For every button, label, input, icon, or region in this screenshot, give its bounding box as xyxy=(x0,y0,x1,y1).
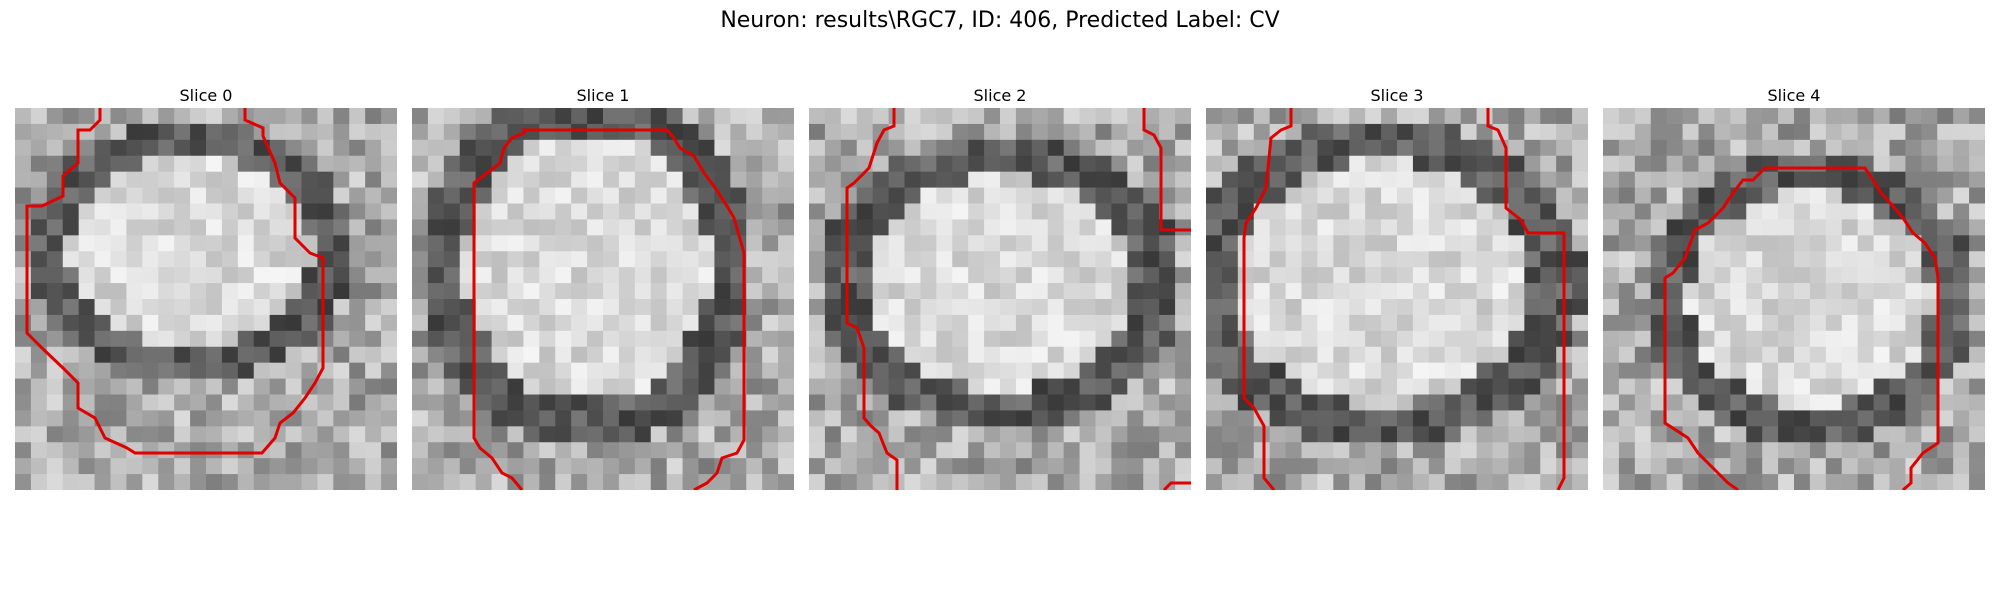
contour-2-corner xyxy=(1162,481,1191,490)
contour-4 xyxy=(1663,166,1940,490)
slice-panel-0: Slice 0 xyxy=(15,86,397,490)
slice-title-3: Slice 3 xyxy=(1370,86,1424,105)
contour-2-edge xyxy=(1142,108,1191,232)
grayscale-image-3 xyxy=(1206,108,1588,490)
slice-title-0: Slice 0 xyxy=(179,86,233,105)
contour-3-right xyxy=(1486,108,1566,490)
slice-image-0 xyxy=(15,108,397,490)
slice-image-4 xyxy=(1603,108,1985,490)
grayscale-image-1 xyxy=(412,108,794,490)
contour-0 xyxy=(25,108,325,455)
slice-panel-4: Slice 4 xyxy=(1603,86,1985,490)
slice-title-2: Slice 2 xyxy=(973,86,1027,105)
slice-panel-1: Slice 1 xyxy=(412,86,794,490)
slice-title-4: Slice 4 xyxy=(1767,86,1821,105)
contour-2 xyxy=(845,108,899,490)
grayscale-image-0 xyxy=(15,108,397,490)
slice-panel-2: Slice 2 xyxy=(809,86,1191,490)
contour-3 xyxy=(1242,108,1293,490)
slice-title-1: Slice 1 xyxy=(576,86,630,105)
grayscale-image-2 xyxy=(809,108,1191,490)
figure-title: Neuron: results\RGC7, ID: 406, Predicted… xyxy=(720,8,1280,33)
slice-panel-3: Slice 3 xyxy=(1206,86,1588,490)
slice-image-2 xyxy=(809,108,1191,490)
grayscale-image-4 xyxy=(1603,108,1985,490)
slice-image-1 xyxy=(412,108,794,490)
contour-1 xyxy=(472,128,746,490)
slice-image-3 xyxy=(1206,108,1588,490)
